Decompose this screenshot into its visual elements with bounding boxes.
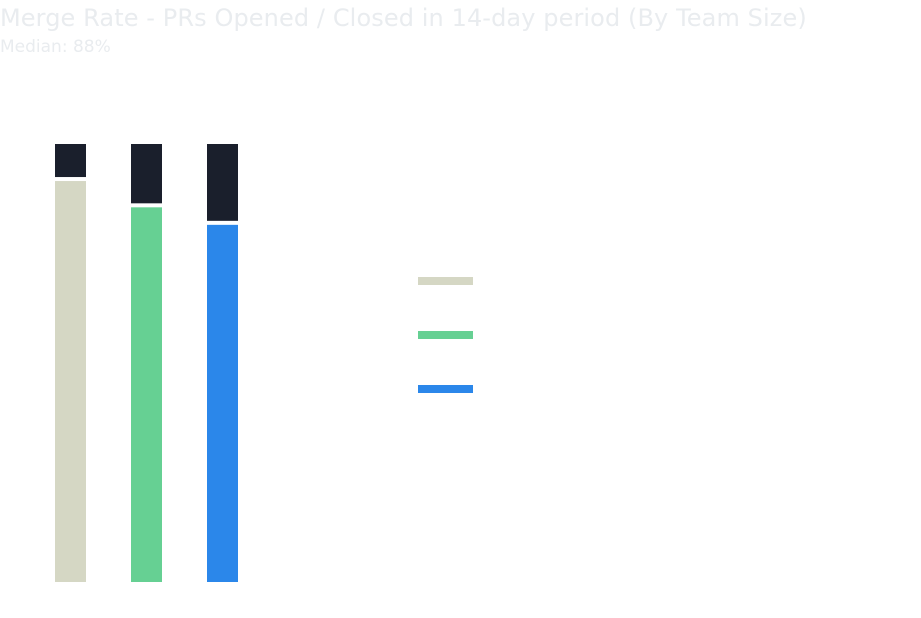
legend-swatch [418, 331, 473, 339]
legend-swatch [418, 277, 473, 285]
bar-segment-closed[interactable] [131, 144, 162, 204]
legend-item[interactable] [418, 320, 898, 374]
legend-item[interactable] [418, 374, 898, 428]
chart-subtitle: Median: 88% [0, 37, 111, 57]
bar-segment-closed[interactable] [55, 144, 86, 178]
bar-segment-closed[interactable] [207, 144, 238, 221]
legend [418, 266, 898, 428]
legend-item[interactable] [418, 266, 898, 320]
bar-segment-merged[interactable] [55, 181, 86, 583]
bar-segment-merged[interactable] [131, 207, 162, 582]
chart-title: Merge Rate - PRs Opened / Closed in 14-d… [0, 4, 807, 32]
bar-segment-merged[interactable] [207, 224, 238, 582]
legend-swatch [418, 385, 473, 393]
